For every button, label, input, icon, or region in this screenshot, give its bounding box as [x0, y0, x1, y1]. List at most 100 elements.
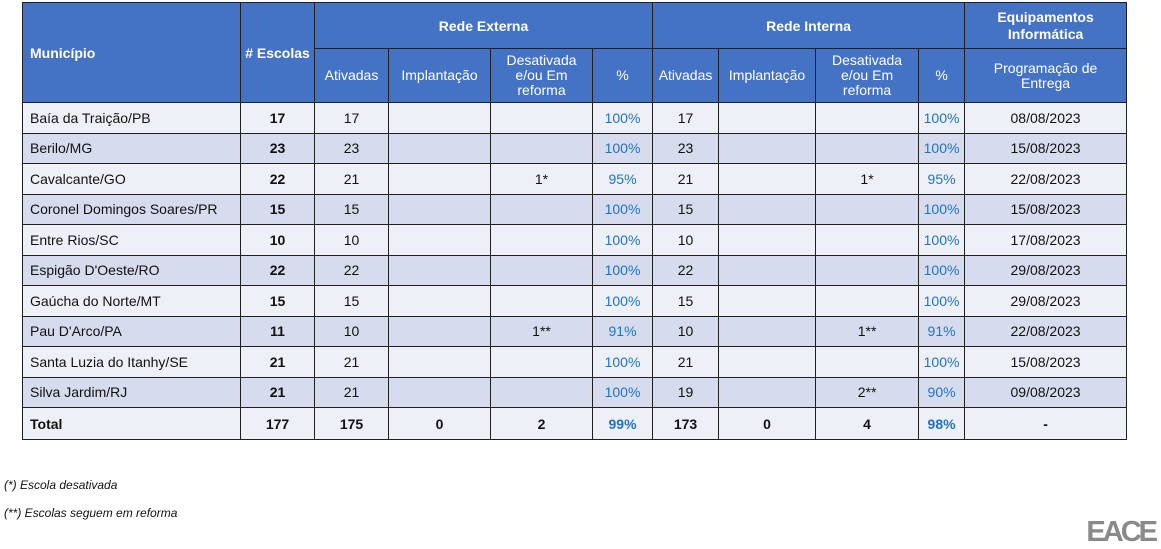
cell-id: 1** [815, 315, 920, 347]
table-row: Entre Rios/SC 10 10 100% 10 100% 17/08/2023 [22, 224, 1128, 256]
cell-ep: 100% [591, 224, 654, 256]
cell-esc: 15 [240, 193, 315, 225]
cell-prog: 22/08/2023 [964, 163, 1128, 195]
cell-esc: 17 [240, 102, 315, 134]
cell-ii [718, 315, 817, 347]
cell-id [815, 102, 920, 134]
cell-prog: - [964, 407, 1128, 440]
cell-esc: 15 [240, 285, 315, 317]
cell-ep: 100% [591, 254, 654, 286]
schools-network-table: Município # Escolas Rede Externa Rede In… [22, 2, 1128, 440]
header-ext-pct: % [591, 48, 654, 103]
table-row: Santa Luzia do Itanhy/SE 21 21 100% 21 100% 15… [22, 346, 1128, 378]
header-escolas: # Escolas [240, 2, 315, 103]
cell-ep: 100% [591, 102, 654, 134]
cell-ea: 10 [314, 224, 389, 256]
cell-id: 1* [815, 163, 920, 195]
cell-esc: 22 [240, 254, 315, 286]
cell-ei [388, 193, 491, 225]
cell-prog: 15/08/2023 [964, 132, 1128, 164]
table-row: Silva Jardim/RJ 21 21 100% 19 2** 90% 09/08/202… [22, 376, 1128, 408]
cell-ip: 91% [918, 315, 966, 347]
cell-ed [490, 132, 593, 164]
table-row: Baía da Traição/PB 17 17 100% 17 100% 08/08/20… [22, 102, 1128, 134]
cell-ep: 95% [591, 163, 654, 195]
cell-ea: 21 [314, 163, 389, 195]
cell-id [815, 132, 920, 164]
cell-id [815, 224, 920, 256]
cell-ei [388, 285, 491, 317]
cell-ea: 17 [314, 102, 389, 134]
cell-ii [718, 346, 817, 378]
cell-ii [718, 285, 817, 317]
cell-ia: 15 [652, 285, 720, 317]
cell-esc: 177 [240, 407, 315, 440]
header-equipamentos: Equipamentos Informática [964, 2, 1128, 49]
cell-ii: 0 [718, 407, 817, 440]
cell-ia: 23 [652, 132, 720, 164]
cell-ia: 17 [652, 102, 720, 134]
header-int-ativadas: Ativadas [652, 48, 720, 103]
cell-mun: Berilo/MG [22, 132, 241, 164]
cell-ea: 21 [314, 376, 389, 408]
cell-ed [490, 285, 593, 317]
cell-ip: 100% [918, 132, 966, 164]
header-municipio: Município [22, 2, 241, 103]
cell-ep: 100% [591, 193, 654, 225]
cell-ed [490, 376, 593, 408]
cell-esc: 11 [240, 315, 315, 347]
cell-ed [490, 346, 593, 378]
cell-mun: Cavalcante/GO [22, 163, 241, 195]
cell-prog: 29/08/2023 [964, 254, 1128, 286]
cell-prog: 08/08/2023 [964, 102, 1128, 134]
cell-ia: 21 [652, 163, 720, 195]
cell-ia: 10 [652, 315, 720, 347]
cell-prog: 15/08/2023 [964, 193, 1128, 225]
cell-ip: 98% [918, 407, 966, 440]
cell-ia: 22 [652, 254, 720, 286]
table-row: Pau D'Arco/PA 11 10 1** 91% 10 1** 91% 22/08/202… [22, 315, 1128, 347]
table-row: Espigão D'Oeste/RO 22 22 100% 22 100% 29/08/20… [22, 254, 1128, 286]
cell-id [815, 346, 920, 378]
header-int-implantacao: Implantação [718, 48, 817, 103]
cell-ea: 10 [314, 315, 389, 347]
cell-ed: 1* [490, 163, 593, 195]
cell-ed [490, 224, 593, 256]
cell-ip: 100% [918, 224, 966, 256]
cell-ia: 173 [652, 407, 720, 440]
cell-ed [490, 102, 593, 134]
cell-mun: Entre Rios/SC [22, 224, 241, 256]
cell-ii [718, 132, 817, 164]
cell-ip: 90% [918, 376, 966, 408]
cell-ea: 15 [314, 285, 389, 317]
cell-esc: 22 [240, 163, 315, 195]
cell-esc: 21 [240, 346, 315, 378]
table-row: Gaúcha do Norte/MT 15 15 100% 15 100% 29/08/20… [22, 285, 1128, 317]
cell-ea: 15 [314, 193, 389, 225]
header-ext-implantacao: Implantação [388, 48, 491, 103]
cell-ei [388, 376, 491, 408]
total-row: Total 177 175 0 2 99% 173 0 4 98% - [22, 407, 1128, 440]
cell-esc: 21 [240, 376, 315, 408]
cell-mun: Pau D'Arco/PA [22, 315, 241, 347]
cell-ea: 22 [314, 254, 389, 286]
cell-id [815, 193, 920, 225]
header-int-pct: % [918, 48, 966, 103]
header-rede-externa: Rede Externa [313, 2, 654, 49]
cell-ip: 100% [918, 346, 966, 378]
cell-ei [388, 254, 491, 286]
cell-ii [718, 224, 817, 256]
cell-prog: 15/08/2023 [964, 346, 1128, 378]
cell-ii [718, 376, 817, 408]
cell-ed [490, 254, 593, 286]
cell-prog: 17/08/2023 [964, 224, 1128, 256]
cell-ei [388, 132, 491, 164]
cell-ii [718, 254, 817, 286]
cell-mun: Espigão D'Oeste/RO [22, 254, 241, 286]
cell-mun: Santa Luzia do Itanhy/SE [22, 346, 241, 378]
cell-ei: 0 [388, 407, 491, 440]
cell-ia: 19 [652, 376, 720, 408]
cell-esc: 23 [240, 132, 315, 164]
table-row: Cavalcante/GO 22 21 1* 95% 21 1* 95% 22/08/2023 [22, 163, 1128, 195]
cell-ip: 100% [918, 285, 966, 317]
